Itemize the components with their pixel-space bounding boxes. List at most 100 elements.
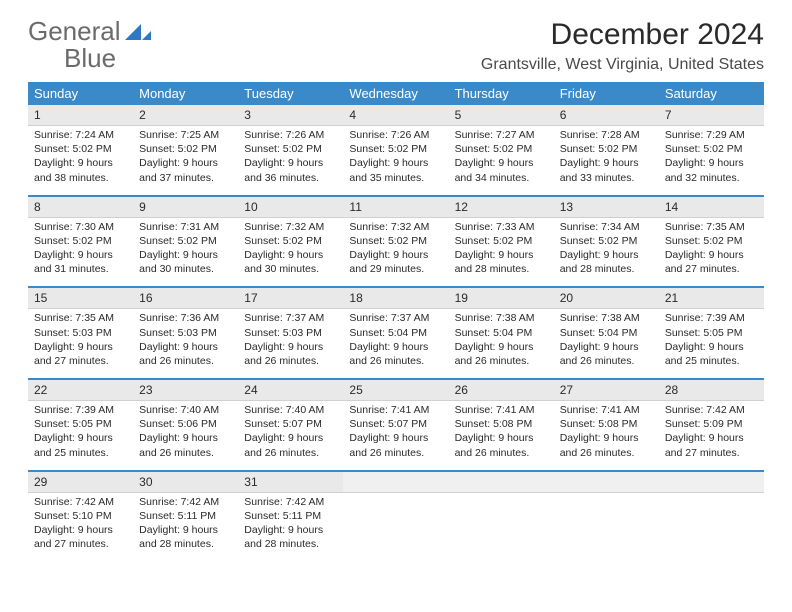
calendar-week-row: 29Sunrise: 7:42 AMSunset: 5:10 PMDayligh… (28, 472, 764, 556)
daylight-text: Daylight: 9 hours and 35 minutes. (349, 156, 442, 184)
daylight-text: Daylight: 9 hours and 37 minutes. (139, 156, 232, 184)
sunrise-text: Sunrise: 7:35 AM (34, 311, 127, 325)
sunrise-text: Sunrise: 7:26 AM (244, 128, 337, 142)
sunrise-text: Sunrise: 7:37 AM (244, 311, 337, 325)
sunset-text: Sunset: 5:09 PM (665, 417, 758, 431)
calendar-day-cell: 20Sunrise: 7:38 AMSunset: 5:04 PMDayligh… (554, 288, 659, 378)
daylight-text: Daylight: 9 hours and 26 minutes. (560, 431, 653, 459)
day-number: 8 (28, 197, 133, 218)
sunset-text: Sunset: 5:04 PM (455, 326, 548, 340)
sunrise-text: Sunrise: 7:40 AM (244, 403, 337, 417)
sunrise-text: Sunrise: 7:27 AM (455, 128, 548, 142)
day-number: 19 (449, 288, 554, 309)
day-details: Sunrise: 7:32 AMSunset: 5:02 PMDaylight:… (238, 218, 343, 281)
sunset-text: Sunset: 5:11 PM (244, 509, 337, 523)
sunset-text: Sunset: 5:02 PM (560, 234, 653, 248)
sunset-text: Sunset: 5:05 PM (34, 417, 127, 431)
logo-word-2: Blue (64, 43, 116, 73)
sunset-text: Sunset: 5:08 PM (455, 417, 548, 431)
calendar-week-row: 1Sunrise: 7:24 AMSunset: 5:02 PMDaylight… (28, 105, 764, 195)
daylight-text: Daylight: 9 hours and 29 minutes. (349, 248, 442, 276)
sunrise-text: Sunrise: 7:34 AM (560, 220, 653, 234)
day-number: 3 (238, 105, 343, 126)
calendar-day-cell: 21Sunrise: 7:39 AMSunset: 5:05 PMDayligh… (659, 288, 764, 378)
day-details: Sunrise: 7:28 AMSunset: 5:02 PMDaylight:… (554, 126, 659, 189)
calendar-day-cell: 1Sunrise: 7:24 AMSunset: 5:02 PMDaylight… (28, 105, 133, 195)
daylight-text: Daylight: 9 hours and 26 minutes. (560, 340, 653, 368)
day-details: Sunrise: 7:39 AMSunset: 5:05 PMDaylight:… (659, 309, 764, 372)
sunset-text: Sunset: 5:02 PM (244, 142, 337, 156)
day-number: 29 (28, 472, 133, 493)
sunset-text: Sunset: 5:10 PM (34, 509, 127, 523)
sunset-text: Sunset: 5:11 PM (139, 509, 232, 523)
daylight-text: Daylight: 9 hours and 28 minutes. (139, 523, 232, 551)
day-details: Sunrise: 7:42 AMSunset: 5:10 PMDaylight:… (28, 493, 133, 556)
sunset-text: Sunset: 5:08 PM (560, 417, 653, 431)
sunset-text: Sunset: 5:03 PM (244, 326, 337, 340)
day-number: 4 (343, 105, 448, 126)
sunrise-text: Sunrise: 7:29 AM (665, 128, 758, 142)
day-details: Sunrise: 7:27 AMSunset: 5:02 PMDaylight:… (449, 126, 554, 189)
day-details: Sunrise: 7:36 AMSunset: 5:03 PMDaylight:… (133, 309, 238, 372)
sunrise-text: Sunrise: 7:41 AM (455, 403, 548, 417)
day-details: Sunrise: 7:42 AMSunset: 5:11 PMDaylight:… (133, 493, 238, 556)
sunrise-text: Sunrise: 7:38 AM (560, 311, 653, 325)
day-number: 15 (28, 288, 133, 309)
sunset-text: Sunset: 5:07 PM (349, 417, 442, 431)
month-title: December 2024 (481, 18, 764, 52)
daylight-text: Daylight: 9 hours and 27 minutes. (34, 340, 127, 368)
day-details: Sunrise: 7:29 AMSunset: 5:02 PMDaylight:… (659, 126, 764, 189)
sunset-text: Sunset: 5:06 PM (139, 417, 232, 431)
sunset-text: Sunset: 5:02 PM (455, 142, 548, 156)
day-number: 13 (554, 197, 659, 218)
weekday-header: Friday (554, 82, 659, 105)
logo-mark-icon (125, 20, 151, 45)
sunrise-text: Sunrise: 7:42 AM (34, 495, 127, 509)
daylight-text: Daylight: 9 hours and 26 minutes. (139, 340, 232, 368)
day-details: Sunrise: 7:31 AMSunset: 5:02 PMDaylight:… (133, 218, 238, 281)
daylight-text: Daylight: 9 hours and 26 minutes. (455, 340, 548, 368)
daylight-text: Daylight: 9 hours and 36 minutes. (244, 156, 337, 184)
daylight-text: Daylight: 9 hours and 26 minutes. (349, 340, 442, 368)
sunrise-text: Sunrise: 7:38 AM (455, 311, 548, 325)
daylight-text: Daylight: 9 hours and 30 minutes. (139, 248, 232, 276)
calendar-day-cell (343, 472, 448, 556)
daylight-text: Daylight: 9 hours and 28 minutes. (560, 248, 653, 276)
sunset-text: Sunset: 5:02 PM (455, 234, 548, 248)
daylight-text: Daylight: 9 hours and 25 minutes. (665, 340, 758, 368)
day-number: 14 (659, 197, 764, 218)
day-details: Sunrise: 7:26 AMSunset: 5:02 PMDaylight:… (238, 126, 343, 189)
day-number: 21 (659, 288, 764, 309)
day-number: 31 (238, 472, 343, 493)
day-number: 22 (28, 380, 133, 401)
sunrise-text: Sunrise: 7:25 AM (139, 128, 232, 142)
daylight-text: Daylight: 9 hours and 26 minutes. (244, 431, 337, 459)
sunrise-text: Sunrise: 7:28 AM (560, 128, 653, 142)
day-number: 6 (554, 105, 659, 126)
calendar-day-cell: 16Sunrise: 7:36 AMSunset: 5:03 PMDayligh… (133, 288, 238, 378)
day-details: Sunrise: 7:42 AMSunset: 5:11 PMDaylight:… (238, 493, 343, 556)
day-details: Sunrise: 7:35 AMSunset: 5:02 PMDaylight:… (659, 218, 764, 281)
day-details: Sunrise: 7:25 AMSunset: 5:02 PMDaylight:… (133, 126, 238, 189)
sunrise-text: Sunrise: 7:39 AM (34, 403, 127, 417)
sunrise-text: Sunrise: 7:32 AM (349, 220, 442, 234)
day-details: Sunrise: 7:32 AMSunset: 5:02 PMDaylight:… (343, 218, 448, 281)
day-number: 27 (554, 380, 659, 401)
calendar-day-cell: 15Sunrise: 7:35 AMSunset: 5:03 PMDayligh… (28, 288, 133, 378)
day-details: Sunrise: 7:30 AMSunset: 5:02 PMDaylight:… (28, 218, 133, 281)
calendar-day-cell: 2Sunrise: 7:25 AMSunset: 5:02 PMDaylight… (133, 105, 238, 195)
calendar-day-cell: 17Sunrise: 7:37 AMSunset: 5:03 PMDayligh… (238, 288, 343, 378)
sunset-text: Sunset: 5:04 PM (349, 326, 442, 340)
calendar-day-cell: 24Sunrise: 7:40 AMSunset: 5:07 PMDayligh… (238, 380, 343, 470)
sunset-text: Sunset: 5:02 PM (139, 234, 232, 248)
sunrise-text: Sunrise: 7:26 AM (349, 128, 442, 142)
day-details: Sunrise: 7:26 AMSunset: 5:02 PMDaylight:… (343, 126, 448, 189)
day-number: 23 (133, 380, 238, 401)
day-details: Sunrise: 7:42 AMSunset: 5:09 PMDaylight:… (659, 401, 764, 464)
empty-day (659, 472, 764, 493)
calendar-day-cell (554, 472, 659, 556)
day-number: 25 (343, 380, 448, 401)
daylight-text: Daylight: 9 hours and 28 minutes. (244, 523, 337, 551)
day-number: 12 (449, 197, 554, 218)
weekday-header: Tuesday (238, 82, 343, 105)
